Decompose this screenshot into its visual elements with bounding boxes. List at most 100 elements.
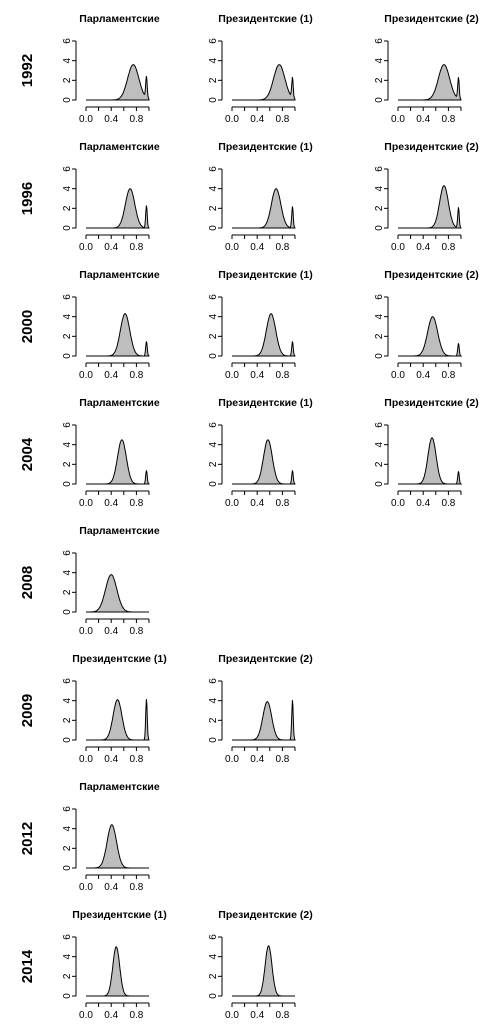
x-tick-label: 0.8	[129, 498, 143, 509]
panel-title: Президентские (1)	[218, 141, 312, 153]
y-tick-label: 4	[374, 185, 385, 191]
y-tick-label: 6	[62, 294, 73, 300]
x-tick-label: 0.0	[79, 370, 93, 381]
x-tick-label: 0.0	[79, 114, 93, 125]
x-tick-label: 0.8	[275, 1010, 289, 1021]
y-tick-label: 2	[208, 205, 219, 211]
y-tick-label: 0	[62, 865, 73, 871]
x-tick-label: 0.8	[129, 754, 143, 765]
x-tick-label: 0.4	[250, 114, 264, 125]
x-tick-label: 0.0	[225, 498, 239, 509]
y-tick-label: 2	[374, 205, 385, 211]
x-tick-label: 0.4	[416, 114, 430, 125]
y-tick-label: 0	[208, 97, 219, 103]
y-tick-label: 0	[62, 225, 73, 231]
x-tick-label: 0.4	[104, 754, 118, 765]
y-tick-label: 6	[208, 678, 219, 684]
y-tick-label: 0	[208, 993, 219, 999]
density-area-1996	[232, 188, 296, 229]
y-tick-label: 0	[208, 737, 219, 743]
x-tick-label: 0.8	[441, 114, 455, 125]
y-tick-label: 4	[208, 953, 219, 959]
x-tick-label: 0.4	[104, 498, 118, 509]
x-tick-label: 0.0	[391, 370, 405, 381]
panel-title: Президентские (2)	[384, 13, 478, 25]
x-tick-label: 0.4	[104, 370, 118, 381]
x-tick-label: 0.0	[391, 242, 405, 253]
x-tick-label: 0.0	[225, 754, 239, 765]
x-tick-label: 0.4	[104, 626, 118, 637]
y-tick-label: 2	[62, 205, 73, 211]
x-tick-label: 0.8	[275, 242, 289, 253]
y-tick-label: 4	[374, 441, 385, 447]
panel-title: Парламентские	[79, 397, 160, 409]
x-tick-label: 0.0	[225, 370, 239, 381]
x-tick-label: 0.0	[391, 114, 405, 125]
y-tick-label: 6	[208, 422, 219, 428]
y-tick-label: 6	[62, 550, 73, 556]
density-area-2012	[86, 824, 149, 869]
y-tick-label: 0	[62, 481, 73, 487]
y-tick-label: 2	[62, 845, 73, 851]
x-tick-label: 0.8	[441, 498, 455, 509]
y-tick-label: 0	[374, 481, 385, 487]
panel-title: Президентские (1)	[72, 653, 166, 665]
x-tick-label: 0.4	[416, 370, 430, 381]
y-tick-label: 2	[62, 461, 73, 467]
y-tick-label: 6	[62, 806, 73, 812]
y-tick-label: 4	[208, 441, 219, 447]
panel-title: Парламентские	[79, 269, 160, 281]
y-tick-label: 0	[62, 737, 73, 743]
y-tick-label: 0	[208, 353, 219, 359]
x-tick-label: 0.4	[416, 242, 430, 253]
x-tick-label: 0.0	[79, 498, 93, 509]
density-area-2000	[232, 313, 296, 357]
x-tick-label: 0.4	[416, 498, 430, 509]
y-tick-label: 4	[62, 441, 73, 447]
panel-title: Парламентские	[79, 525, 160, 537]
y-tick-label: 2	[208, 973, 219, 979]
y-tick-label: 2	[374, 333, 385, 339]
y-tick-label: 0	[62, 609, 73, 615]
year-label-2012: 2012	[19, 822, 36, 855]
x-tick-label: 0.8	[129, 370, 143, 381]
y-tick-label: 2	[62, 333, 73, 339]
x-tick-label: 0.8	[129, 242, 143, 253]
x-tick-label: 0.8	[441, 370, 455, 381]
density-area-2000	[86, 313, 150, 357]
x-tick-label: 0.4	[104, 882, 118, 893]
year-label-2000: 2000	[19, 310, 36, 343]
density-area-2000	[398, 316, 463, 357]
density-area-2004	[86, 439, 150, 485]
y-tick-label: 2	[62, 717, 73, 723]
y-tick-label: 2	[208, 333, 219, 339]
year-label-1996: 1996	[19, 182, 36, 215]
panel-title: Президентские (1)	[218, 269, 312, 281]
density-area-2009	[232, 700, 296, 741]
y-tick-label: 6	[62, 934, 73, 940]
year-label-1992: 1992	[19, 54, 36, 87]
x-tick-label: 0.4	[250, 370, 264, 381]
density-area-2004	[398, 437, 463, 485]
x-tick-label: 0.4	[250, 242, 264, 253]
y-tick-label: 6	[62, 422, 73, 428]
y-tick-label: 6	[208, 934, 219, 940]
y-tick-label: 0	[62, 993, 73, 999]
y-tick-label: 0	[62, 353, 73, 359]
x-tick-label: 0.0	[79, 754, 93, 765]
x-tick-label: 0.8	[129, 882, 143, 893]
y-tick-label: 0	[374, 97, 385, 103]
x-tick-label: 0.4	[250, 1010, 264, 1021]
y-tick-label: 4	[62, 953, 73, 959]
y-tick-label: 6	[374, 38, 385, 44]
y-tick-label: 2	[208, 77, 219, 83]
x-tick-label: 0.4	[104, 114, 118, 125]
x-tick-label: 0.4	[104, 1010, 118, 1021]
y-tick-label: 6	[374, 166, 385, 172]
x-tick-label: 0.8	[129, 626, 143, 637]
y-tick-label: 2	[62, 77, 73, 83]
y-tick-label: 2	[208, 461, 219, 467]
y-tick-label: 2	[374, 77, 385, 83]
panel-title: Парламентские	[79, 781, 160, 793]
x-tick-label: 0.0	[79, 1010, 93, 1021]
